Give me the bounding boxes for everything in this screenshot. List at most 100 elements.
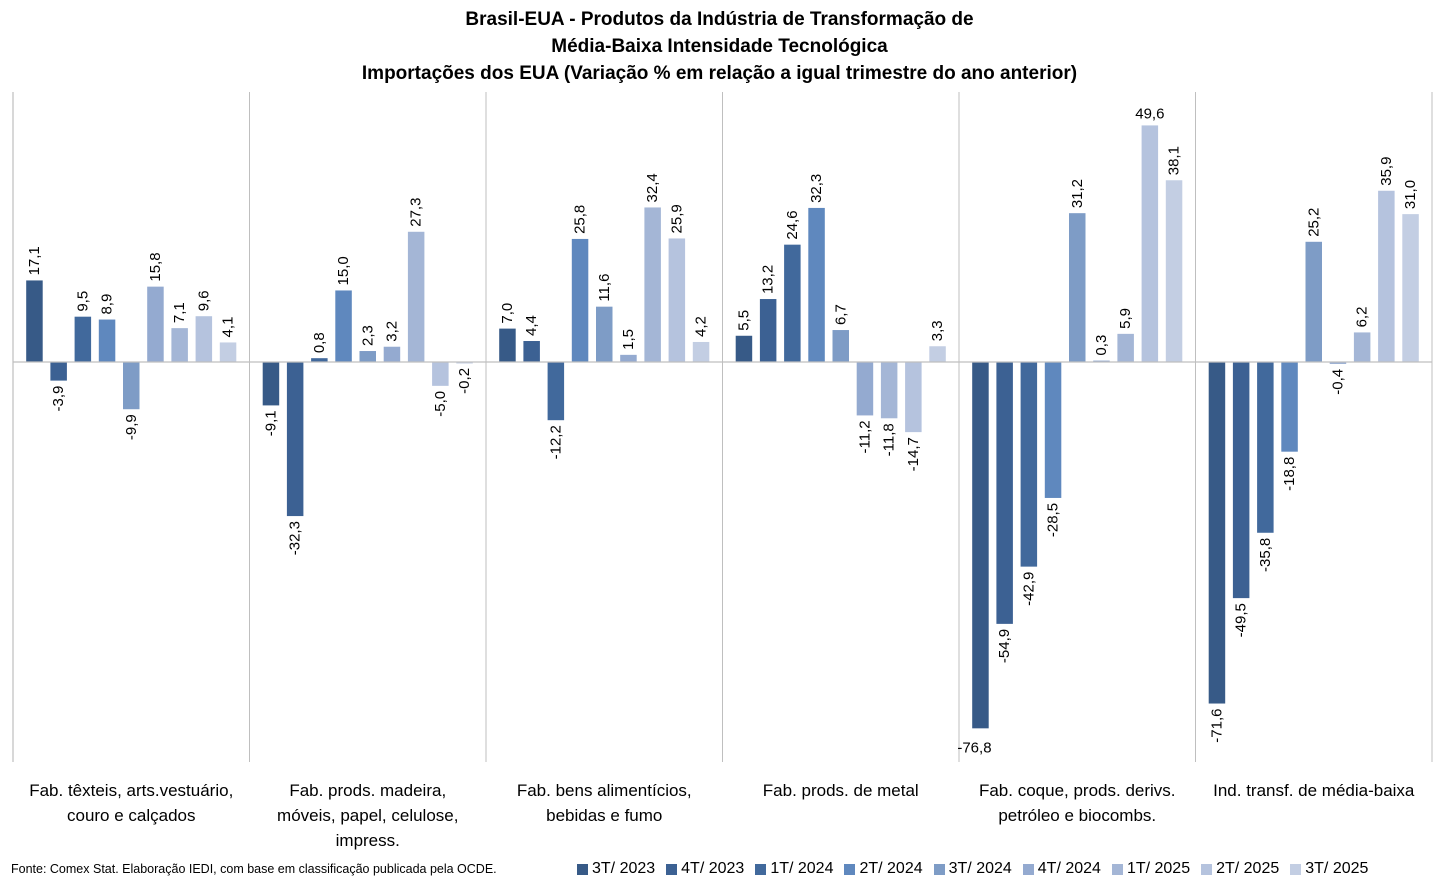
bar	[856, 362, 874, 416]
bar	[1208, 362, 1226, 704]
data-label: 5,5	[735, 310, 752, 331]
category-label-line: impress.	[335, 831, 400, 850]
data-label: -9,9	[123, 414, 140, 440]
data-label: 4,2	[693, 316, 710, 337]
data-label: 0,3	[1093, 335, 1110, 356]
data-label: 15,8	[147, 252, 164, 281]
data-label: -0,2	[456, 368, 473, 394]
bar	[286, 362, 304, 517]
legend-item: 4T/ 2024	[1022, 860, 1101, 878]
legend-label: 4T/ 2023	[681, 860, 745, 877]
data-label: 6,7	[832, 304, 849, 325]
category-label-line: couro e calçados	[66, 806, 196, 825]
bar	[262, 362, 280, 406]
bar	[1257, 362, 1274, 533]
category-label: Fab. coque, prods. derivs. petróleo e bio…	[951, 778, 1204, 828]
bar	[808, 207, 825, 362]
bar	[499, 328, 516, 362]
legend-label: 3T/ 2025	[1305, 860, 1369, 877]
bar	[1093, 360, 1110, 363]
chart-title: Brasil-EUA - Produtos da Indústria de Tr…	[0, 6, 1439, 87]
legend-item: 1T/ 2025	[1111, 860, 1191, 878]
data-label: -11,2	[856, 420, 873, 453]
data-label: -42,9	[1020, 572, 1037, 606]
data-label: 2,3	[359, 325, 376, 346]
data-label: 32,4	[644, 173, 661, 202]
bar	[972, 362, 989, 729]
data-label: -3,9	[50, 386, 67, 412]
legend-label: 3T/ 2024	[948, 860, 1012, 877]
bar	[383, 346, 401, 362]
category-label-line: bebidas e fumo	[546, 806, 663, 825]
data-label: -35,8	[1257, 538, 1274, 572]
bar	[335, 290, 352, 362]
category-label-line: Fab. coque, prods. derivs.	[978, 781, 1176, 800]
bar	[1069, 213, 1086, 362]
bar	[195, 316, 213, 362]
data-label: -12,2	[547, 425, 564, 459]
category-label-line: móveis, papel, celulose,	[277, 806, 459, 825]
bar	[456, 362, 473, 364]
data-label: -18,8	[1281, 457, 1298, 491]
data-label: 11,6	[596, 274, 613, 302]
data-label: 13,2	[760, 265, 777, 294]
bar	[1165, 180, 1183, 362]
category-label: Fab. têxteis, arts.vestuário, couro e cal…	[5, 778, 258, 828]
data-label: -49,5	[1233, 603, 1250, 637]
data-label: -5,0	[432, 391, 449, 417]
data-label: 7,0	[499, 303, 516, 324]
bar	[123, 362, 140, 410]
category-label-line: Fab. prods. de metal	[762, 781, 919, 800]
data-label: 32,3	[808, 174, 825, 203]
bar	[759, 299, 777, 362]
bar	[905, 362, 922, 433]
bar	[571, 238, 589, 362]
data-label: 27,3	[408, 198, 425, 227]
bar	[784, 244, 801, 362]
source-note: Fonte: Comex Stat. Elaboração IEDI, com …	[11, 862, 497, 876]
data-label: 17,1	[26, 246, 43, 275]
bar	[1305, 241, 1322, 362]
bar	[620, 354, 637, 362]
bar	[50, 362, 67, 381]
bar	[219, 342, 237, 362]
bar	[407, 231, 425, 362]
bar	[1020, 362, 1038, 567]
legend-label: 2T/ 2024	[859, 860, 923, 877]
category-label: Fab. prods. madeira, móveis, papel, celul…	[242, 778, 495, 853]
legend-item: 3T/ 2024	[933, 860, 1012, 878]
legend-swatch-icon	[844, 863, 856, 875]
legend: 3T/ 2023 4T/ 2023 1T/ 2024 2T/ 2024 3T/ 2024…	[577, 860, 1379, 878]
data-label: 6,2	[1354, 307, 1371, 328]
data-label: -28,5	[1045, 503, 1062, 537]
data-label: -32,3	[287, 521, 304, 555]
category-label: Fab. prods. de metal	[715, 778, 968, 803]
bar	[1329, 362, 1347, 364]
bar	[311, 358, 328, 362]
data-label: 8,9	[99, 294, 116, 315]
bar	[929, 346, 946, 362]
chart-title-line-1: Brasil-EUA - Produtos da Indústria de Tr…	[465, 9, 974, 30]
legend-label: 1T/ 2025	[1126, 860, 1191, 877]
bar	[692, 341, 710, 362]
data-label: -0,4	[1329, 369, 1346, 395]
category-label-line: Fab. têxteis, arts.vestuário,	[29, 781, 234, 800]
bar	[644, 207, 661, 362]
category-label: Ind. transf. de média-baixa	[1188, 778, 1439, 803]
legend-swatch-icon	[577, 863, 588, 875]
data-label: 38,1	[1166, 146, 1183, 175]
data-label: 1,5	[620, 329, 637, 350]
data-label: -71,6	[1208, 709, 1225, 743]
bar	[1378, 190, 1395, 362]
legend-item: 4T/ 2023	[666, 860, 744, 878]
category-label-line: petróleo e biocombs.	[998, 806, 1157, 825]
legend-label: 4T/ 2024	[1037, 860, 1101, 877]
data-label: 31,0	[1402, 180, 1419, 209]
bar	[1044, 362, 1062, 498]
bar	[1117, 333, 1134, 362]
chart-title-line-2: Média-Baixa Intensidade Tecnológica	[551, 36, 888, 57]
legend-swatch-icon	[755, 863, 767, 875]
legend-item: 2T/ 2025	[1201, 860, 1279, 878]
data-label: -76,8	[957, 739, 991, 756]
data-label: 4,4	[523, 315, 540, 336]
